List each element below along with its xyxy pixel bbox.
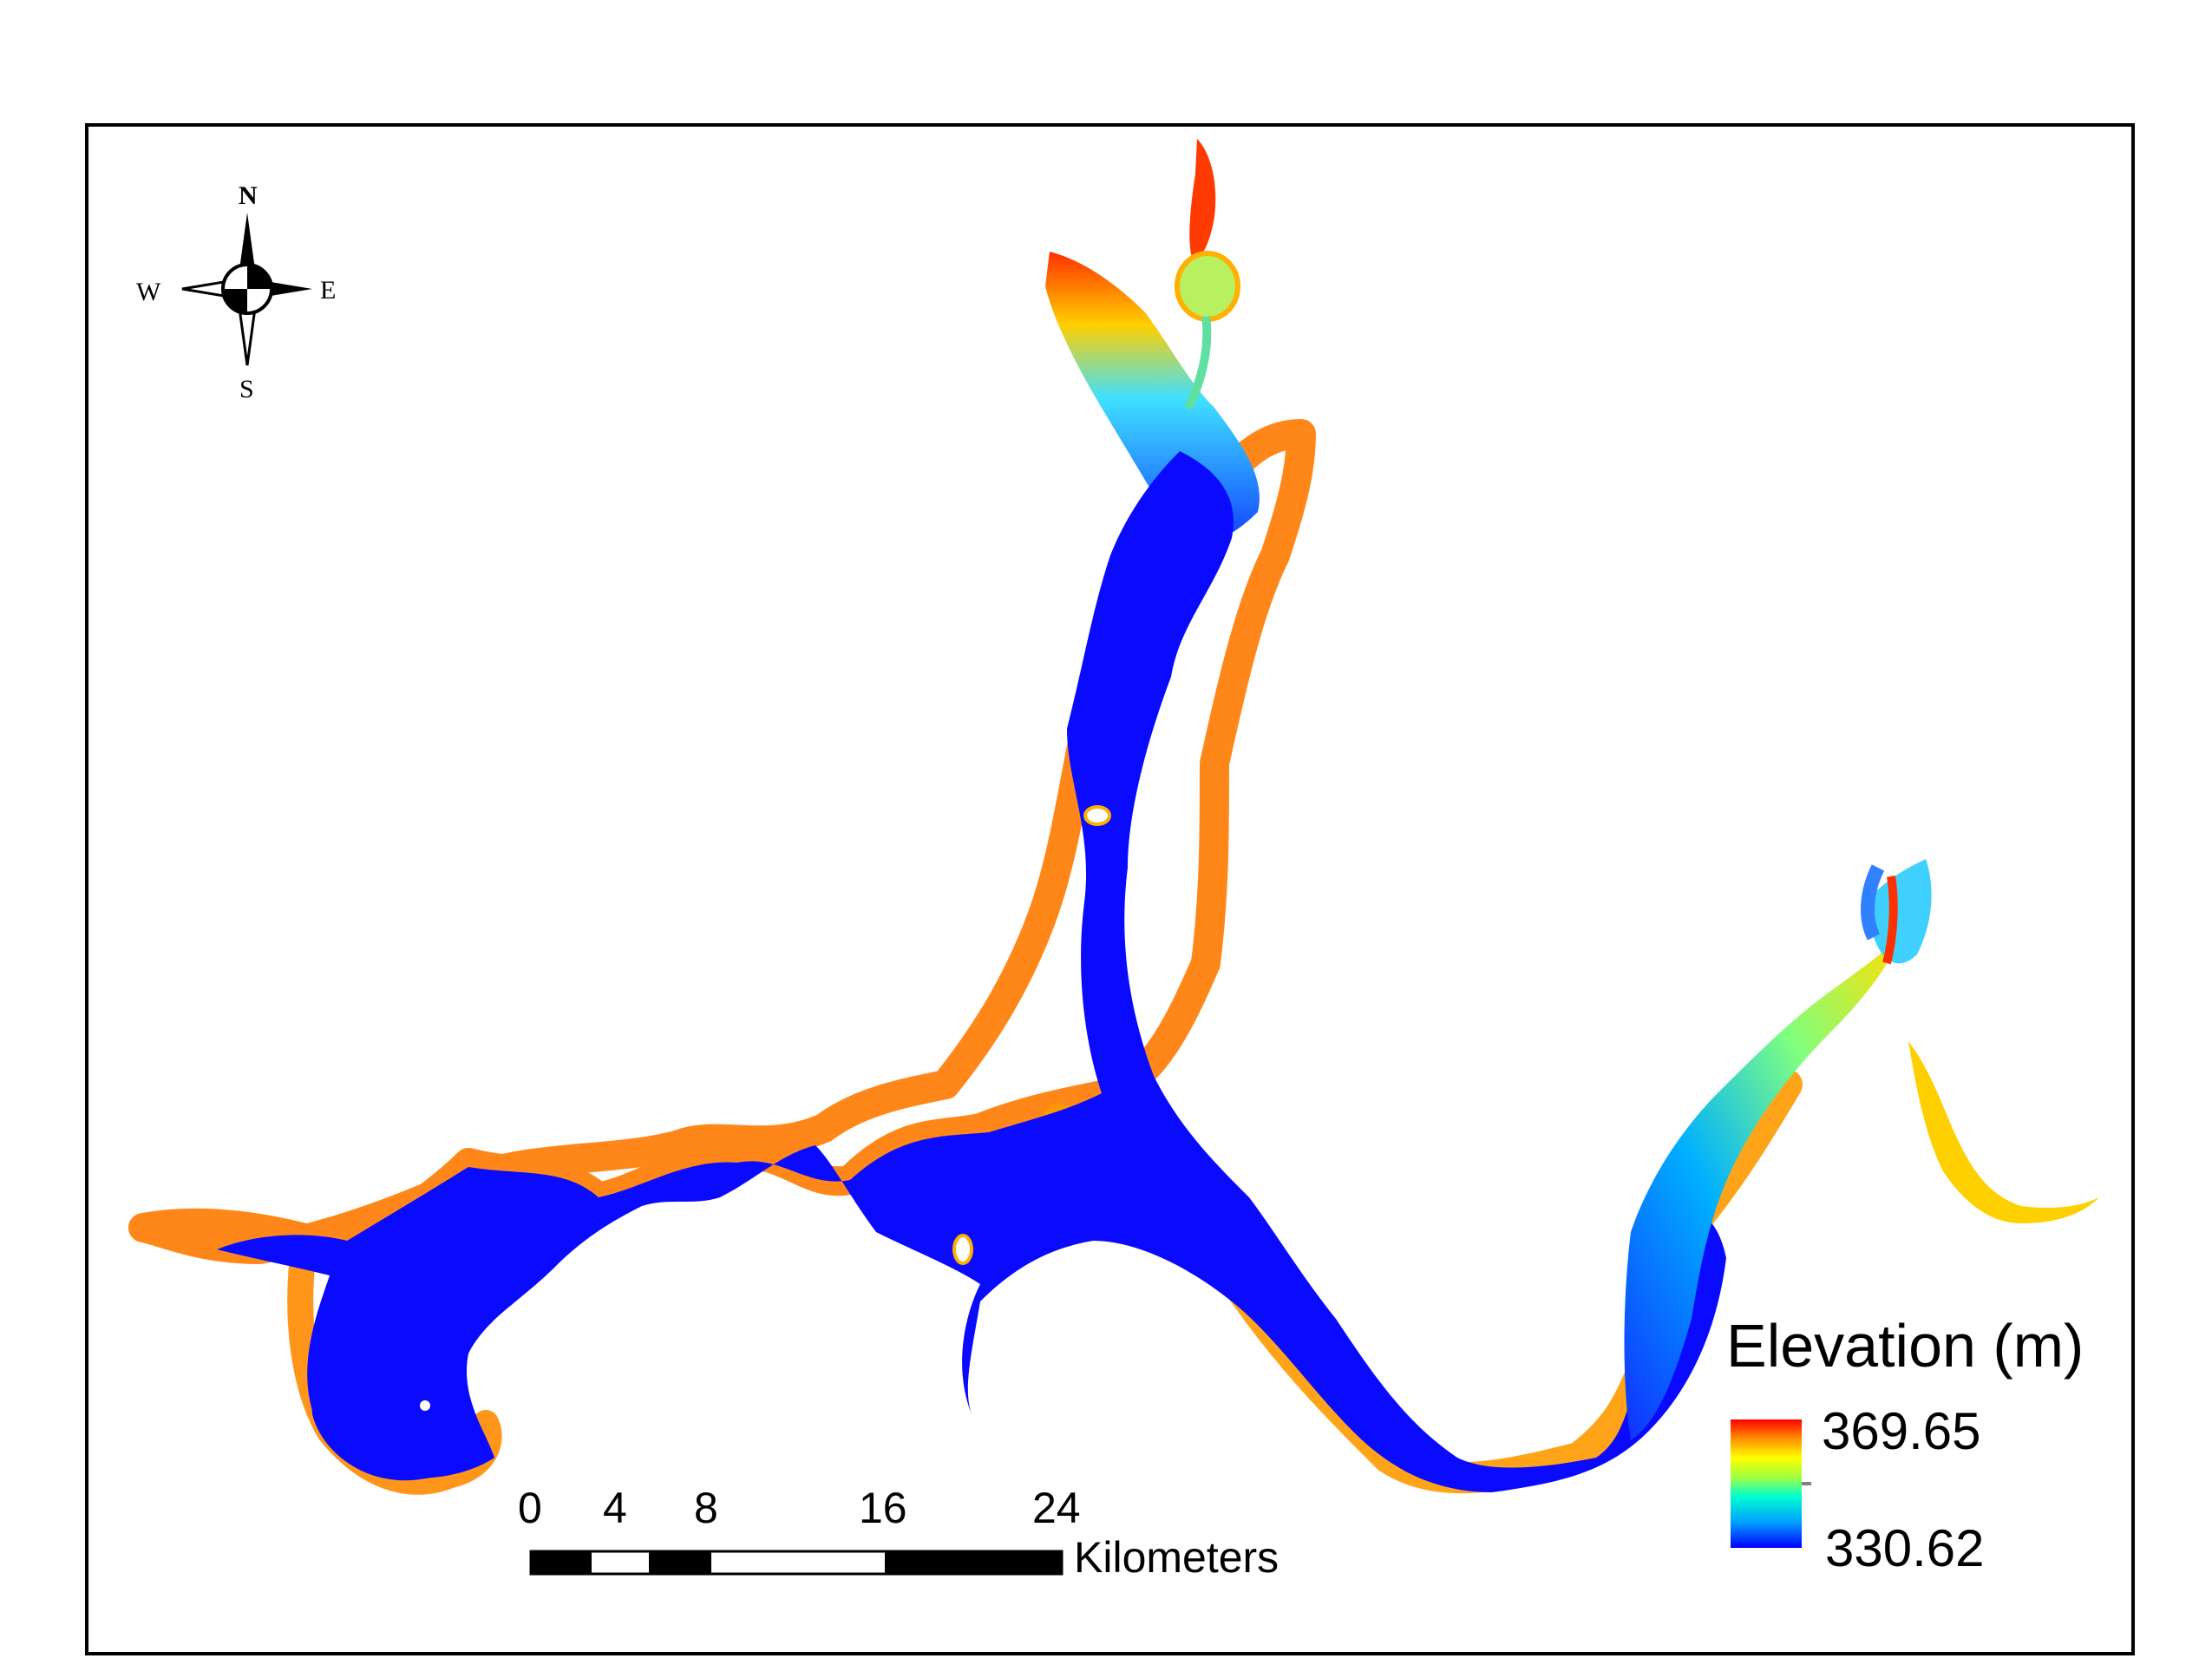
north-channel — [1184, 316, 1212, 410]
island — [1083, 805, 1111, 826]
southwest-basin-deep-water — [217, 1214, 555, 1481]
north-inlet — [1189, 139, 1216, 260]
legend-title: Elevation (m) — [1726, 1312, 2084, 1380]
compass-west-label: W — [136, 278, 161, 306]
east-tributary-yellow — [1908, 1041, 2099, 1223]
east-arm-water — [1624, 937, 1900, 1440]
north-arrow-compass-rose-icon: N S E W — [136, 181, 336, 403]
legend-color-ramp — [1731, 1419, 1802, 1548]
main-arm-deep-water — [217, 451, 1726, 1492]
legend-max-value: 369.65 — [1822, 1402, 1981, 1460]
island — [952, 1234, 973, 1265]
scale-tick-4: 4 — [603, 1484, 627, 1532]
compass-north-label: N — [239, 181, 258, 210]
scale-tick-24: 24 — [1032, 1484, 1081, 1532]
scale-tick-8: 8 — [694, 1484, 718, 1532]
reservoir-raster — [128, 139, 2099, 1495]
scale-segment — [531, 1551, 592, 1574]
legend-min-value: 330.62 — [1825, 1519, 1985, 1577]
scale-segment — [885, 1551, 1062, 1574]
compass-south-label: S — [239, 375, 254, 403]
east-tip-red — [1882, 875, 1898, 965]
island — [420, 1400, 430, 1411]
scale-bar: 0 4 8 16 24 Kilometers — [518, 1484, 1279, 1582]
scale-unit-label: Kilometers — [1074, 1533, 1279, 1582]
compass-east-label: E — [320, 276, 336, 305]
east-inlet-upper — [1861, 864, 1885, 941]
north-pond — [1175, 251, 1240, 322]
scale-segment — [649, 1551, 711, 1574]
elevation-legend: Elevation (m) 369.65 330.62 — [1726, 1312, 2084, 1577]
scale-tick-0: 0 — [518, 1484, 542, 1532]
scale-tick-16: 16 — [859, 1484, 907, 1532]
